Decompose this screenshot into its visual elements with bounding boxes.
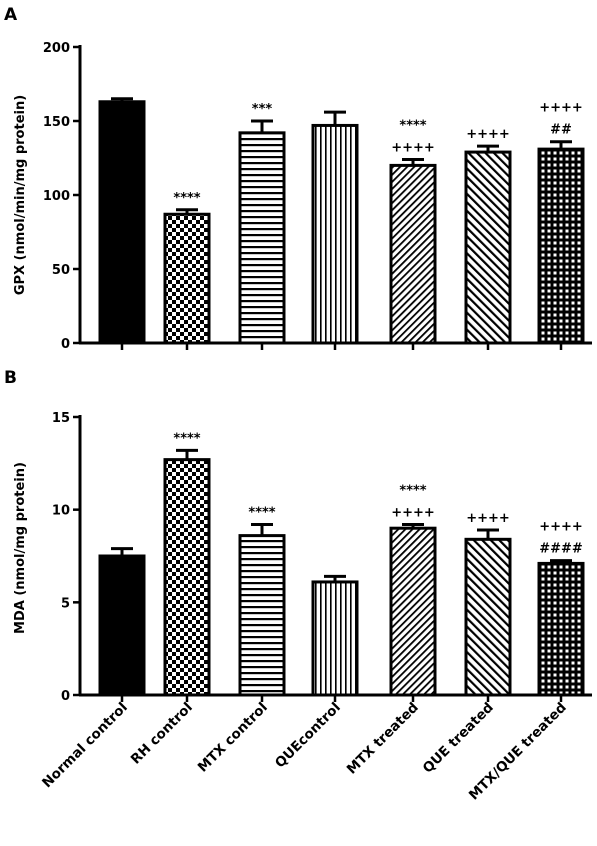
bar-a-6 bbox=[537, 147, 585, 345]
bar-b-5 bbox=[464, 537, 512, 697]
y-tick-label-b: 10 bbox=[52, 504, 70, 519]
y-tick-label-a: 0 bbox=[61, 337, 70, 352]
bar-b-4 bbox=[389, 526, 437, 697]
significance-label-b: **** bbox=[173, 431, 200, 446]
y-axis-title-b: MDA (nmol/mg protein) bbox=[13, 462, 28, 634]
y-tick-label-b: 15 bbox=[52, 411, 70, 426]
y-tick-label-a: 200 bbox=[43, 41, 70, 56]
significance-label-a: **** bbox=[399, 118, 426, 133]
significance-label-a: ++++ bbox=[466, 127, 510, 142]
category-label: RH control bbox=[128, 700, 196, 768]
bar-a-1 bbox=[163, 212, 211, 345]
significance-label-b: #### bbox=[539, 542, 583, 557]
significance-label-a: ++++ bbox=[539, 101, 583, 116]
y-tick-label-a: 50 bbox=[52, 263, 70, 278]
bar-a-4 bbox=[389, 163, 437, 345]
significance-label-b: ++++ bbox=[466, 511, 510, 526]
y-tick-label-b: 5 bbox=[61, 596, 70, 611]
bar-b-0 bbox=[98, 554, 146, 697]
category-label: MTX treated bbox=[344, 700, 422, 778]
bar-b-3 bbox=[311, 580, 359, 697]
bar-a-3 bbox=[311, 123, 359, 345]
y-tick-label-b: 0 bbox=[61, 689, 70, 704]
bar-b-2 bbox=[238, 534, 286, 697]
y-tick-label-a: 100 bbox=[43, 189, 70, 204]
y-axis-title-a: GPX (nmol/min/mg protein) bbox=[13, 95, 28, 295]
significance-label-a: ## bbox=[550, 123, 572, 138]
panel-letter-a: A bbox=[4, 5, 18, 25]
bar-b-1 bbox=[163, 458, 211, 697]
significance-label-a: *** bbox=[252, 102, 273, 117]
bar-b-6 bbox=[537, 561, 585, 697]
bar-a-0 bbox=[98, 100, 146, 345]
y-tick-label-a: 150 bbox=[43, 115, 70, 130]
category-label: QUE treated bbox=[420, 700, 497, 777]
bar-a-2 bbox=[238, 131, 286, 345]
bar-a-5 bbox=[464, 150, 512, 345]
significance-label-b: ++++ bbox=[391, 505, 435, 520]
significance-label-b: **** bbox=[399, 483, 426, 498]
significance-label-b: ++++ bbox=[539, 520, 583, 535]
category-label: QUEcontrol bbox=[272, 700, 344, 772]
chart-panel-b: 0 5 10 15 **** **** ++++ **** ++++ #### ++++ bbox=[52, 411, 592, 704]
significance-label-a: **** bbox=[173, 191, 200, 206]
category-label: MTX control bbox=[195, 700, 271, 776]
significance-label-a: ++++ bbox=[391, 140, 435, 155]
category-label: Normal control bbox=[39, 700, 131, 792]
significance-label-b: **** bbox=[248, 505, 275, 520]
panel-letter-b: B bbox=[4, 368, 17, 388]
